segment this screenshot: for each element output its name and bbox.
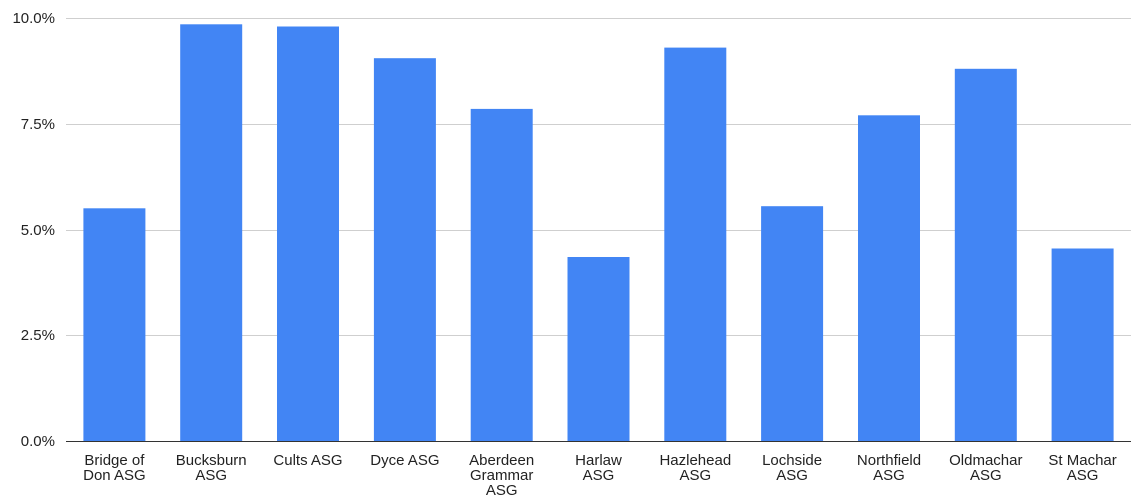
x-tick-label-line: St Machar [1048,452,1116,469]
bar[interactable] [664,47,727,441]
bar[interactable] [761,206,824,441]
bar[interactable] [1051,248,1114,442]
x-tick-label: St Machar ASG [1048,452,1116,484]
x-tick-label-line: ASG [583,467,615,484]
x-tick-label: Bridge of Don ASG [83,452,146,484]
x-tick-label-line: ASG [486,482,518,499]
x-tick-label: Lochside ASG [762,452,822,484]
x-tick-label-line: Dyce ASG [370,452,439,469]
y-tick-label: 0.0% [21,433,55,450]
x-tick-label-line: ASG [679,467,711,484]
x-tick-label: Oldmachar ASG [949,452,1022,484]
y-axis: 0.0% 2.5% 5.0% 7.5% 10.0% [12,10,55,450]
y-tick-label: 5.0% [21,222,55,239]
bar[interactable] [373,58,436,441]
y-tick-label: 10.0% [12,10,55,27]
y-tick-label: 7.5% [21,116,55,133]
x-tick-label-line: Harlaw [575,452,622,469]
x-tick-label: Dyce ASG [370,452,439,469]
x-tick-label-line: ASG [195,467,227,484]
x-tick-label: Hazlehead ASG [659,452,731,484]
x-tick-label-line: ASG [970,467,1002,484]
bars [83,24,1114,442]
x-tick-label: Northfield ASG [857,452,921,484]
x-tick-label-line: Grammar [470,467,533,484]
bar[interactable] [567,257,630,441]
bar[interactable] [83,208,146,441]
x-tick-label-line: ASG [873,467,905,484]
x-tick-label-line: ASG [776,467,808,484]
y-tick-label: 2.5% [21,327,55,344]
x-tick-label-line: Bucksburn [176,452,247,469]
x-tick-label: Aberdeen Grammar ASG [469,452,534,499]
bar[interactable] [858,115,920,442]
bar[interactable] [180,24,243,442]
x-tick-label-line: Bridge of [84,452,145,469]
bar[interactable] [277,26,339,442]
bar[interactable] [470,108,533,442]
x-tick-label: Bucksburn ASG [176,452,247,484]
x-tick-label-line: Hazlehead [659,452,731,469]
x-tick-label: Cults ASG [273,452,342,469]
x-tick-label-line: Aberdeen [469,452,534,469]
x-tick-label: Harlaw ASG [575,452,622,484]
bar[interactable] [954,68,1017,442]
x-tick-label-line: Northfield [857,452,921,469]
x-tick-label-line: ASG [1067,467,1099,484]
x-tick-label-line: Lochside [762,452,822,469]
x-tick-label-line: Cults ASG [273,452,342,469]
x-tick-label-line: Oldmachar [949,452,1022,469]
x-tick-label-line: Don ASG [83,467,146,484]
